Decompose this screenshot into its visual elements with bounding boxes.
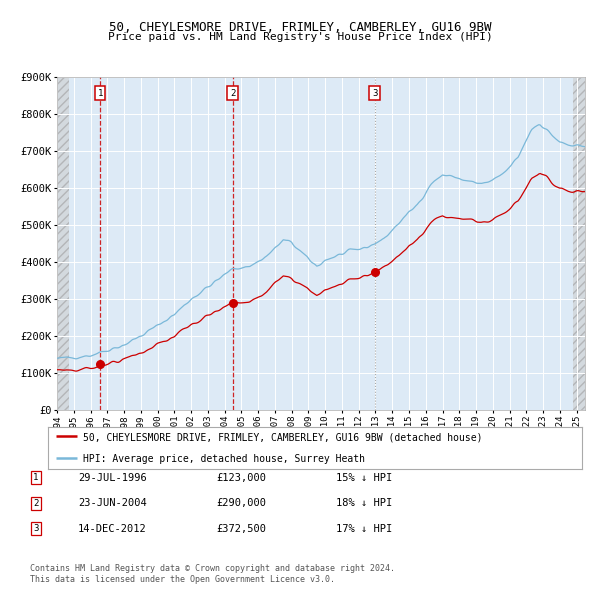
Text: Contains HM Land Registry data © Crown copyright and database right 2024.: Contains HM Land Registry data © Crown c… bbox=[30, 565, 395, 573]
Text: 50, CHEYLESMORE DRIVE, FRIMLEY, CAMBERLEY, GU16 9BW (detached house): 50, CHEYLESMORE DRIVE, FRIMLEY, CAMBERLE… bbox=[83, 432, 482, 442]
Text: 50, CHEYLESMORE DRIVE, FRIMLEY, CAMBERLEY, GU16 9BW: 50, CHEYLESMORE DRIVE, FRIMLEY, CAMBERLE… bbox=[109, 21, 491, 34]
Text: 14-DEC-2012: 14-DEC-2012 bbox=[78, 524, 147, 533]
Text: 17% ↓ HPI: 17% ↓ HPI bbox=[336, 524, 392, 533]
Text: 23-JUN-2004: 23-JUN-2004 bbox=[78, 499, 147, 508]
Text: £372,500: £372,500 bbox=[216, 524, 266, 533]
Text: 18% ↓ HPI: 18% ↓ HPI bbox=[336, 499, 392, 508]
Text: Price paid vs. HM Land Registry's House Price Index (HPI): Price paid vs. HM Land Registry's House … bbox=[107, 32, 493, 42]
Text: 1: 1 bbox=[34, 473, 38, 483]
Text: 3: 3 bbox=[372, 89, 377, 98]
Text: £123,000: £123,000 bbox=[216, 473, 266, 483]
Text: 2: 2 bbox=[230, 89, 235, 98]
Text: 15% ↓ HPI: 15% ↓ HPI bbox=[336, 473, 392, 483]
Text: £290,000: £290,000 bbox=[216, 499, 266, 508]
Text: 1: 1 bbox=[97, 89, 103, 98]
Bar bbox=[573, 77, 585, 410]
Text: This data is licensed under the Open Government Licence v3.0.: This data is licensed under the Open Gov… bbox=[30, 575, 335, 584]
Text: 29-JUL-1996: 29-JUL-1996 bbox=[78, 473, 147, 483]
Text: HPI: Average price, detached house, Surrey Heath: HPI: Average price, detached house, Surr… bbox=[83, 454, 365, 464]
Bar bbox=[57, 77, 69, 410]
Text: 2: 2 bbox=[34, 499, 38, 508]
Text: 3: 3 bbox=[34, 524, 38, 533]
